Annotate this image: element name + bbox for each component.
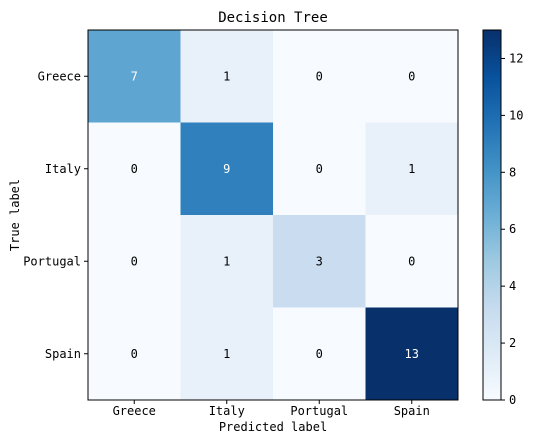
chart-title: Decision Tree [218, 10, 328, 26]
heatmap-cell [180, 307, 274, 401]
y-axis-ticks: Greece Italy Portugal Spain [23, 69, 88, 361]
heatmap-cell [180, 30, 274, 123]
y-tick-label: Portugal [23, 254, 81, 268]
heatmap-cell [365, 215, 459, 308]
x-tick-label: Spain [394, 404, 430, 418]
heatmap-cell-label: 1 [223, 254, 230, 268]
heatmap-cell-label: 9 [223, 162, 230, 176]
heatmap-cell-label: 7 [131, 69, 138, 83]
heatmap-cell [88, 122, 181, 216]
y-tick-label: Greece [38, 69, 81, 83]
heatmap-cell [365, 30, 459, 123]
x-tick-label: Portugal [290, 404, 348, 418]
heatmap-cell-label: 0 [131, 254, 138, 268]
plot-frame [87, 29, 459, 401]
heatmap-cell-label: 0 [316, 347, 323, 361]
heatmap-cell [88, 30, 181, 123]
heatmap-cell [365, 122, 459, 216]
heatmap-cell-label: 3 [316, 254, 323, 268]
colorbar-tick-label: 8 [509, 165, 516, 179]
y-tick-label: Spain [45, 347, 81, 361]
colorbar-tick-label: 6 [509, 222, 516, 236]
heatmap-cell [88, 307, 181, 401]
y-tick-label: Italy [45, 162, 81, 176]
heatmap-cell [273, 215, 366, 308]
y-axis-label: True label [8, 179, 22, 251]
x-axis-label: Predicted label [219, 420, 327, 434]
heatmap-cell [180, 122, 274, 216]
colorbar-tick-label: 4 [509, 279, 516, 293]
heatmap-cell-label: 1 [223, 69, 230, 83]
heatmap-cell [273, 30, 366, 123]
colorbar-tick-label: 12 [509, 51, 523, 65]
heatmap-cell-labels: 7 1 0 00 9 0 10 1 3 00 1 0 13 [131, 69, 419, 361]
x-tick-label: Italy [209, 404, 245, 418]
heatmap-cell [273, 307, 366, 401]
heatmap-cell [365, 307, 459, 401]
x-tick-label: Greece [113, 404, 156, 418]
colorbar-tick-label: 2 [509, 336, 516, 350]
heatmap-cell-label: 0 [408, 254, 415, 268]
heatmap-cell [88, 215, 181, 308]
heatmap-cell-label: 0 [316, 69, 323, 83]
heatmap-cell [180, 215, 274, 308]
heatmap-cell-label: 13 [405, 347, 419, 361]
heatmap-cell-label: 1 [223, 347, 230, 361]
heatmap-cell-label: 0 [408, 69, 415, 83]
heatmap-cell [273, 122, 366, 216]
heatmap-cells [88, 30, 459, 401]
colorbar-ticks: 0 2 4 6 8 10 12 [501, 51, 523, 407]
colorbar-tick-label: 10 [509, 108, 523, 122]
heatmap-cell-label: 0 [131, 347, 138, 361]
heatmap-cell-label: 0 [131, 162, 138, 176]
heatmap-cell-label: 0 [316, 162, 323, 176]
x-axis-ticks: Greece Italy Portugal Spain [113, 400, 430, 418]
colorbar [482, 29, 502, 401]
colorbar-tick-label: 0 [509, 393, 516, 407]
heatmap-cell-label: 1 [408, 162, 415, 176]
